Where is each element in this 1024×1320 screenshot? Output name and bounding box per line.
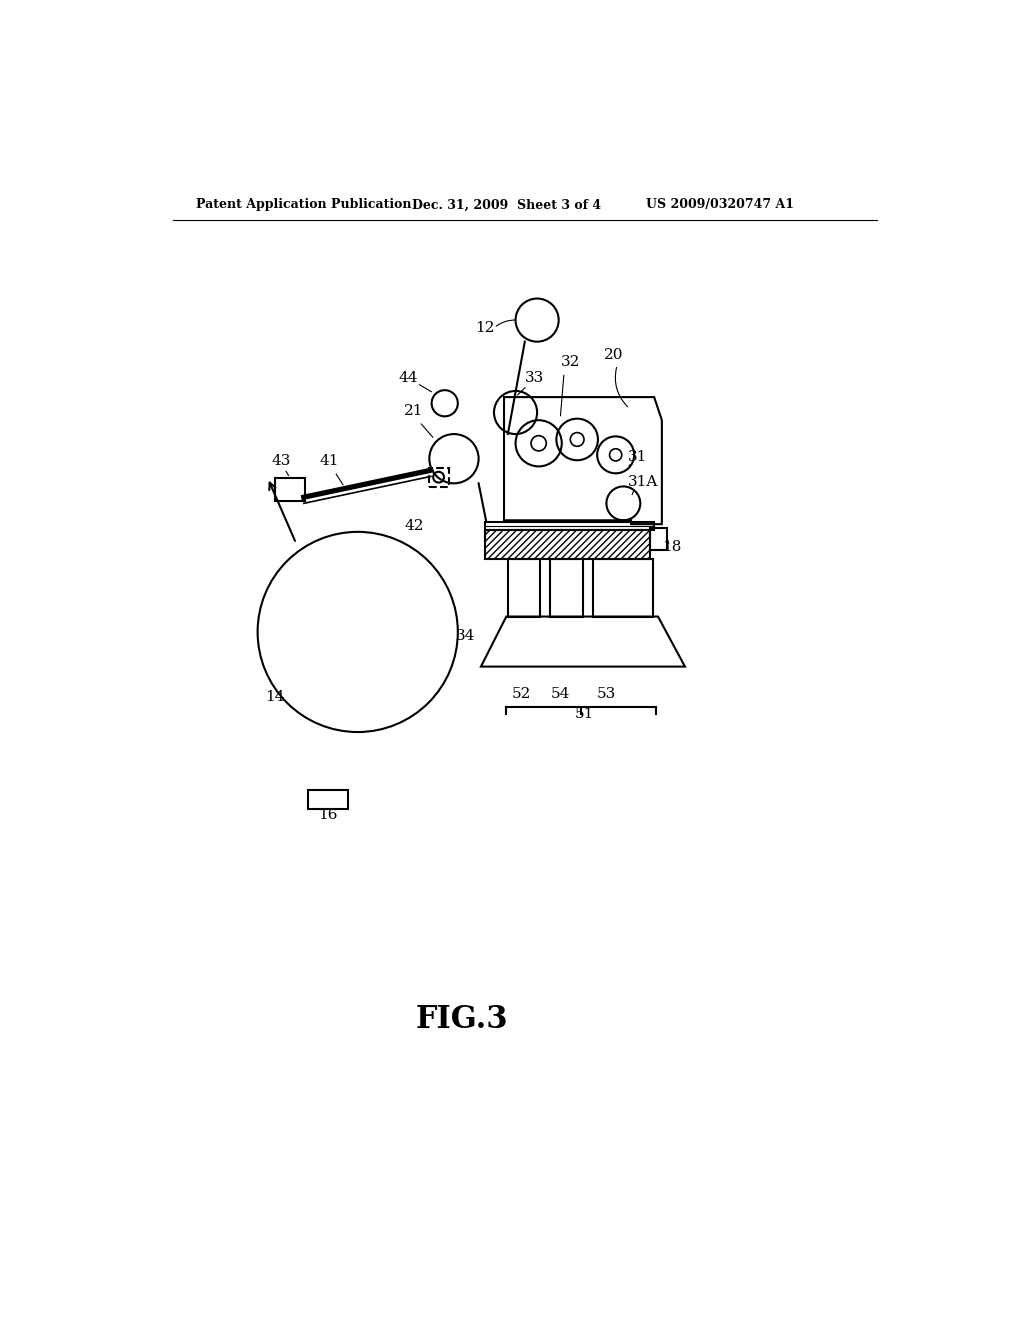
Bar	[508, 558, 541, 616]
Text: 14: 14	[265, 690, 285, 705]
Text: 21: 21	[404, 404, 424, 418]
Text: Patent Application Publication: Patent Application Publication	[196, 198, 412, 211]
Text: 43: 43	[271, 454, 291, 469]
Text: 20: 20	[604, 347, 624, 362]
Text: 33: 33	[525, 371, 545, 385]
Bar	[593, 558, 652, 616]
Text: Dec. 31, 2009  Sheet 3 of 4: Dec. 31, 2009 Sheet 3 of 4	[412, 198, 601, 211]
Text: US 2009/0320747 A1: US 2009/0320747 A1	[646, 198, 795, 211]
Text: 54: 54	[551, 686, 570, 701]
Text: 16: 16	[317, 808, 338, 822]
Text: 53: 53	[597, 686, 616, 701]
Text: 32: 32	[561, 355, 581, 370]
Text: 31A: 31A	[628, 475, 657, 488]
Bar	[275, 478, 304, 502]
Text: 52: 52	[511, 686, 530, 701]
Text: 42: 42	[404, 520, 424, 533]
Text: 12: 12	[475, 321, 495, 335]
Text: 41: 41	[319, 454, 339, 469]
Text: 44: 44	[398, 371, 418, 385]
Text: 18: 18	[663, 540, 682, 554]
Bar	[429, 469, 449, 487]
Bar	[550, 558, 583, 616]
Bar	[484, 521, 654, 529]
Text: FIG.3: FIG.3	[416, 1005, 508, 1035]
Text: 31: 31	[628, 450, 647, 465]
Bar	[484, 529, 650, 558]
Bar	[650, 528, 668, 549]
Text: 51: 51	[575, 708, 595, 721]
Text: 34: 34	[456, 628, 475, 643]
Bar	[307, 789, 348, 809]
